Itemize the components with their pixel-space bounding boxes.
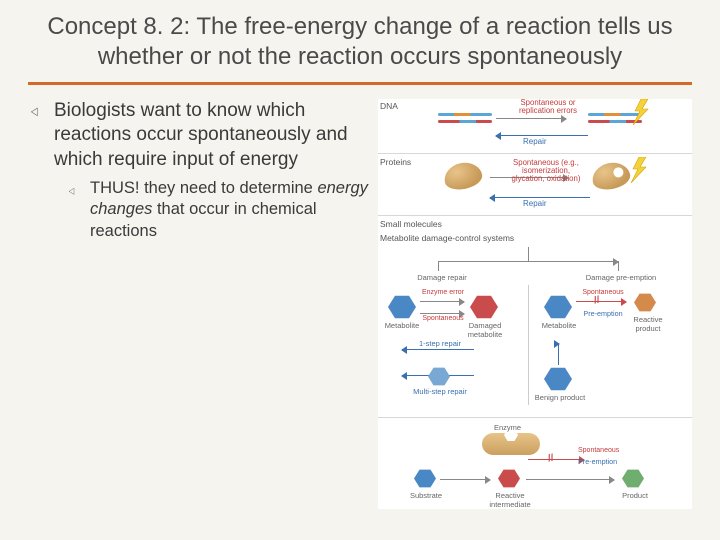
spontaneous-label: Spontaneous bbox=[578, 447, 638, 454]
text-column: ▷ Biologists want to know which reaction… bbox=[28, 99, 368, 509]
row-label-systems: Metabolite damage-control systems bbox=[380, 233, 514, 243]
multi-step-label: Multi-step repair bbox=[408, 387, 472, 396]
damaged-label: Damaged metabolite bbox=[458, 321, 512, 339]
repair-label: Repair bbox=[523, 199, 547, 208]
bullet-marker-icon: ▷ bbox=[68, 178, 80, 242]
bullet-l2-part-a: THUS! they need to determine bbox=[90, 179, 317, 197]
row-label-dna: DNA bbox=[380, 101, 398, 111]
hexagon-red-icon bbox=[498, 469, 520, 488]
hexagon-icon bbox=[544, 367, 572, 391]
hexagon-orange-icon bbox=[634, 293, 656, 312]
hexagon-icon bbox=[414, 469, 436, 488]
bullet-level1: ▷ Biologists want to know which reaction… bbox=[30, 99, 368, 172]
row-label-proteins: Proteins bbox=[380, 157, 411, 167]
title-rule bbox=[28, 82, 692, 85]
bracket-line bbox=[438, 261, 439, 271]
hexagon-red-icon bbox=[470, 295, 498, 319]
bullet-marker-icon: ▷ bbox=[30, 99, 44, 172]
arrow-icon bbox=[576, 301, 626, 302]
separator bbox=[378, 215, 692, 216]
bracket-line bbox=[528, 247, 529, 261]
branch-label: Damage repair bbox=[402, 273, 482, 282]
bullet-l1-text: Biologists want to know which reactions … bbox=[54, 99, 368, 172]
hexagon-green-icon bbox=[622, 469, 644, 488]
hexagon-icon bbox=[428, 367, 450, 386]
spontaneous-label: Spontaneous (e.g., isomerization, glycat… bbox=[506, 159, 586, 184]
content-row: ▷ Biologists want to know which reaction… bbox=[28, 99, 692, 509]
break-icon: // bbox=[547, 453, 554, 465]
bullet-l2-text: THUS! they need to determine energy chan… bbox=[90, 178, 368, 242]
slide: Concept 8. 2: The free-energy change of … bbox=[0, 0, 720, 540]
arrow-icon bbox=[402, 349, 474, 350]
row-label-small: Small molecules bbox=[380, 219, 442, 229]
reactive-int-label: Reactive intermediate bbox=[482, 491, 538, 509]
bracket-h bbox=[438, 261, 618, 262]
separator bbox=[378, 153, 692, 154]
slide-title: Concept 8. 2: The free-energy change of … bbox=[28, 12, 692, 78]
benign-label: Benign product bbox=[534, 393, 586, 402]
metabolite-label: Metabolite bbox=[534, 321, 584, 330]
panel-divider bbox=[528, 285, 529, 405]
enzyme-error-label: Enzyme error bbox=[418, 289, 468, 296]
substrate-label: Substrate bbox=[402, 491, 450, 500]
bracket-line bbox=[618, 261, 619, 271]
arrow-down-icon bbox=[558, 343, 559, 365]
diagram: DNA Spontaneous or replication errors Re… bbox=[378, 99, 692, 509]
spontaneous-label: Spontaneous bbox=[576, 289, 630, 296]
protein-icon bbox=[442, 159, 485, 192]
preemption-label: Pre-emption bbox=[576, 309, 630, 318]
product-label: Product bbox=[614, 491, 656, 500]
enzyme-label: Enzyme bbox=[494, 423, 521, 432]
metabolite-label: Metabolite bbox=[378, 321, 426, 330]
preemption-label: Pre-emption bbox=[578, 457, 638, 466]
arrow-icon bbox=[528, 459, 584, 460]
hexagon-icon bbox=[544, 295, 572, 319]
arrow-icon bbox=[440, 479, 490, 480]
spontaneous-label: Spontaneous or replication errors bbox=[513, 99, 583, 115]
arrow-icon bbox=[420, 301, 464, 302]
dna-icon bbox=[438, 109, 492, 127]
hexagon-icon bbox=[388, 295, 416, 319]
one-step-label: 1-step repair bbox=[412, 339, 468, 348]
repair-label: Repair bbox=[523, 137, 547, 146]
arrow-icon bbox=[526, 479, 614, 480]
bullet-level2: ▷ THUS! they need to determine energy ch… bbox=[68, 178, 368, 242]
branch-label: Damage pre-emption bbox=[576, 273, 666, 282]
arrow-icon bbox=[496, 118, 566, 119]
reactive-label: Reactive product bbox=[626, 315, 670, 333]
enzyme-icon bbox=[482, 433, 540, 455]
break-icon: // bbox=[593, 295, 600, 307]
separator bbox=[378, 417, 692, 418]
